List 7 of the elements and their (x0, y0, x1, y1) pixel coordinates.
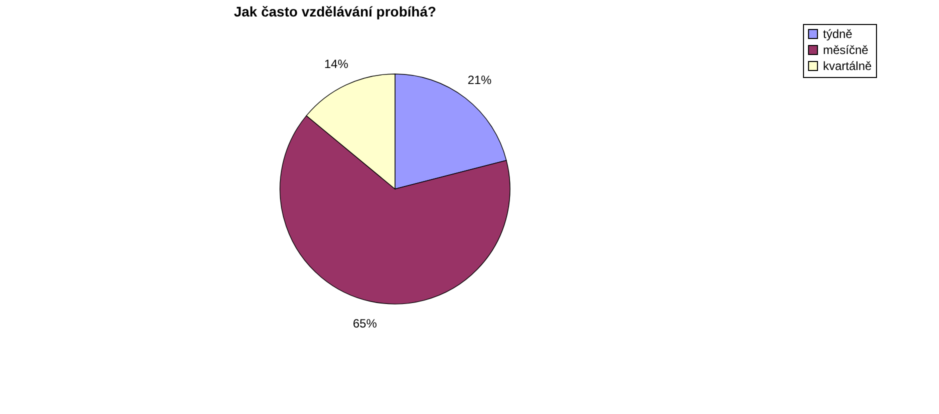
legend-label: kvartálně (823, 59, 872, 73)
data-label: 21% (468, 72, 492, 87)
legend-label: měsíčně (823, 43, 869, 57)
data-label: 65% (352, 316, 378, 331)
chart-title: Jak často vzdělávání probíhá? (234, 4, 436, 20)
data-label: 14% (324, 57, 349, 72)
legend-label: týdně (823, 27, 853, 41)
